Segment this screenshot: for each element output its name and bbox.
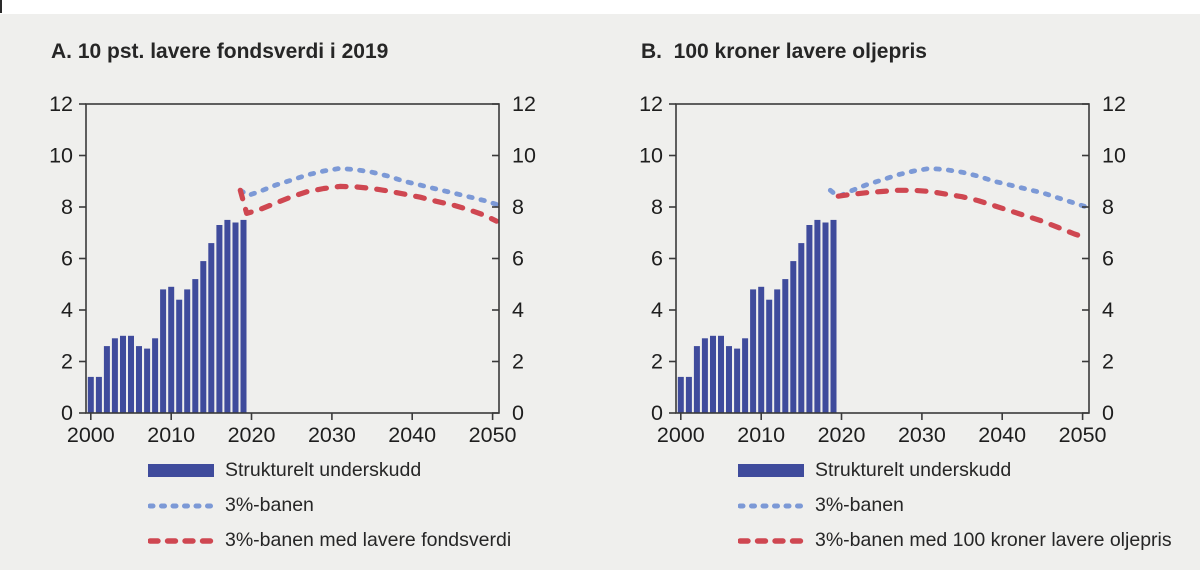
- legend-a: Strukturelt underskudd 3%-banen 3%-banen…: [24, 453, 584, 558]
- svg-text:2050: 2050: [1059, 423, 1107, 447]
- svg-text:12: 12: [639, 92, 663, 116]
- panel-b-title: B. 100 kroner lavere oljepris: [641, 40, 927, 63]
- panel-b: B. 100 kroner lavere oljepris 0 0 2 2 4 4 6 6 8 8…: [614, 40, 1174, 558]
- svg-text:2020: 2020: [818, 423, 866, 447]
- legend-item-bars: Strukturelt underskudd: [148, 453, 584, 488]
- svg-text:2000: 2000: [657, 423, 705, 447]
- svg-text:4: 4: [651, 298, 663, 322]
- legend-item-red-line: 3%-banen med lavere fondsverdi: [148, 523, 584, 558]
- svg-text:8: 8: [1102, 195, 1114, 219]
- legend-b: Strukturelt underskudd 3%-banen 3%-banen…: [614, 453, 1174, 558]
- svg-text:2: 2: [1102, 350, 1114, 374]
- legend-label: Strukturelt underskudd: [815, 459, 1012, 481]
- svg-text:2030: 2030: [898, 423, 946, 447]
- svg-text:0: 0: [61, 401, 73, 425]
- chart-b-canvas: 0 0 2 2 4 4 6 6 8 8 10 10 12 12 2000 2010 2020 2030 2040 20…: [639, 92, 1126, 447]
- svg-text:10: 10: [49, 144, 73, 168]
- legend-label: 3%-banen: [815, 494, 904, 516]
- svg-text:4: 4: [61, 298, 73, 322]
- legend-item-blue-line: 3%-banen: [738, 488, 1174, 523]
- svg-text:2010: 2010: [737, 423, 785, 447]
- svg-text:2040: 2040: [388, 423, 436, 447]
- svg-text:8: 8: [61, 195, 73, 219]
- panel-a: A. 10 pst. lavere fondsverdi i 2019 0 0 2 2…: [24, 40, 584, 558]
- svg-text:4: 4: [1102, 298, 1114, 322]
- legend-label: 3%-banen: [225, 494, 314, 516]
- svg-text:12: 12: [49, 92, 73, 116]
- legend-label: 3%-banen med lavere fondsverdi: [225, 529, 512, 551]
- red-dashed-line-swatch: [148, 534, 214, 548]
- svg-text:10: 10: [1102, 144, 1126, 168]
- svg-text:2000: 2000: [67, 423, 115, 447]
- page-edge-mark: [0, 0, 2, 13]
- svg-text:12: 12: [512, 92, 536, 116]
- legend-item-blue-line: 3%-banen: [148, 488, 584, 523]
- svg-text:4: 4: [512, 298, 524, 322]
- legend-item-red-line: 3%-banen med 100 kroner lavere oljepris: [738, 523, 1174, 558]
- svg-text:8: 8: [651, 195, 663, 219]
- svg-text:6: 6: [512, 247, 524, 271]
- svg-text:2030: 2030: [308, 423, 356, 447]
- bar-swatch: [148, 464, 214, 477]
- svg-text:0: 0: [512, 401, 524, 425]
- svg-text:0: 0: [651, 401, 663, 425]
- figure-background: [0, 14, 1200, 570]
- svg-text:10: 10: [512, 144, 536, 168]
- svg-text:2040: 2040: [978, 423, 1026, 447]
- svg-text:2020: 2020: [228, 423, 276, 447]
- svg-text:2: 2: [61, 350, 73, 374]
- legend-label: 3%-banen med 100 kroner lavere oljepris: [815, 529, 1172, 551]
- svg-text:10: 10: [639, 144, 663, 168]
- svg-text:12: 12: [1102, 92, 1126, 116]
- panel-a-title: A. 10 pst. lavere fondsverdi i 2019: [51, 40, 389, 63]
- blue-dashed-line-swatch: [738, 499, 804, 513]
- svg-text:6: 6: [1102, 247, 1114, 271]
- svg-text:2: 2: [651, 350, 663, 374]
- svg-text:6: 6: [61, 247, 73, 271]
- svg-text:2010: 2010: [147, 423, 195, 447]
- red-dashed-line-swatch: [738, 534, 804, 548]
- blue-dashed-line-swatch: [148, 499, 214, 513]
- svg-text:8: 8: [512, 195, 524, 219]
- svg-text:6: 6: [651, 247, 663, 271]
- bar-swatch: [738, 464, 804, 477]
- chart-a-canvas: 0 0 2 2 4 4 6 6 8 8 10 10 12 12 2000 2010 2020 2030 2040 20…: [49, 92, 536, 447]
- svg-text:0: 0: [1102, 401, 1114, 425]
- legend-label: Strukturelt underskudd: [225, 459, 422, 481]
- svg-text:2050: 2050: [469, 423, 517, 447]
- legend-item-bars: Strukturelt underskudd: [738, 453, 1174, 488]
- svg-text:2: 2: [512, 350, 524, 374]
